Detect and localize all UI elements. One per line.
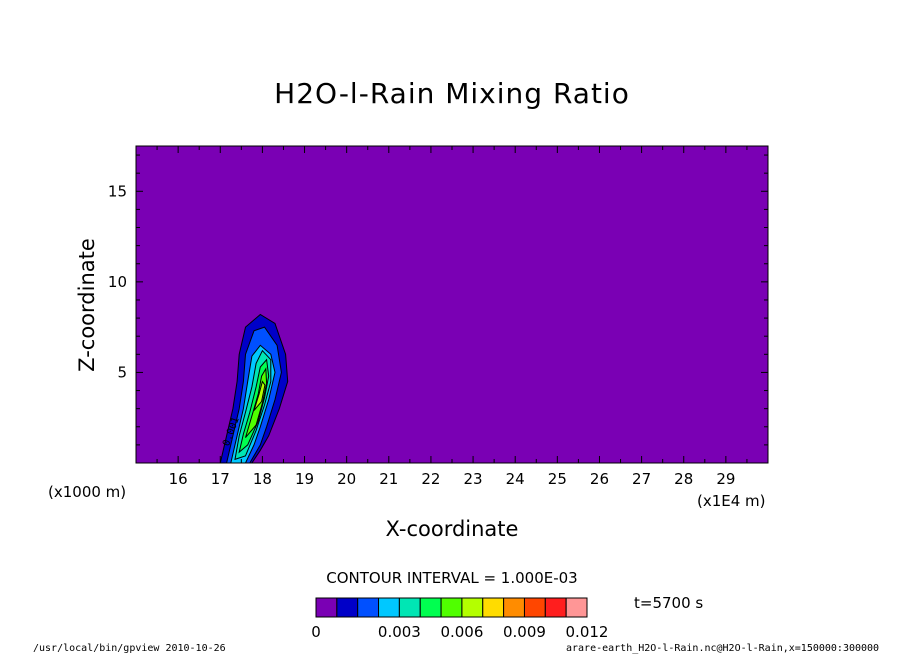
colorbar-swatch	[544, 597, 567, 618]
x-tick-label: 26	[590, 470, 609, 488]
colorbar-swatch	[503, 597, 525, 618]
x-tick-label: 21	[379, 470, 398, 488]
y-tick-label: 5	[117, 363, 127, 381]
colorbar-swatch	[378, 597, 400, 618]
x-tick-label: 24	[506, 470, 525, 488]
x-axis-label: X-coordinate	[386, 517, 519, 541]
x-tick-label: 27	[632, 470, 651, 488]
x-tick-label: 29	[716, 470, 735, 488]
colorbar-swatch	[315, 597, 338, 618]
colorbar-swatch	[482, 597, 505, 618]
colorbar-label: 0.012	[566, 623, 609, 641]
x-tick-label: 22	[421, 470, 440, 488]
contour-line-6	[245, 367, 268, 438]
y-tick-label: 15	[108, 182, 127, 200]
x-tick-label: 16	[169, 470, 188, 488]
x-axis-ticks: 16 17 18 19 20 21 22 23 24 25 26 27 28 29	[135, 146, 769, 488]
x-tick-label: 28	[674, 470, 693, 488]
contour-interval: CONTOUR INTERVAL = 1.000E-03	[326, 569, 577, 587]
x-tick-label: 17	[211, 470, 230, 488]
colorbar-swatch	[419, 597, 442, 618]
colorbar-label: 0.009	[503, 623, 546, 641]
colorbar-swatch	[523, 597, 546, 618]
footer-program: /usr/local/bin/gpview 2010-10-26	[33, 643, 226, 654]
colorbar-swatch	[336, 597, 359, 618]
colorbar-swatch	[398, 597, 421, 618]
contour-line-5	[238, 358, 270, 454]
colorbar-swatch	[565, 597, 588, 618]
chart-title: H2O-l-Rain Mixing Ratio	[274, 77, 630, 110]
x-tick-label: 23	[464, 470, 483, 488]
x-unit-left: (x1000 m)	[48, 483, 126, 501]
colorbar-label: 0.006	[440, 623, 483, 641]
colorbar	[315, 597, 588, 618]
y-axis-ticks: 5 10 15	[108, 154, 768, 464]
colorbar-swatch	[357, 597, 380, 618]
contour-line-2	[226, 326, 282, 463]
contour-lines	[219, 313, 289, 463]
colorbar-swatch	[440, 597, 463, 618]
contour-line-3	[230, 344, 276, 463]
contour-line-7	[253, 380, 266, 411]
colorbar-label: 0.003	[378, 623, 421, 641]
contour-line-4	[234, 349, 272, 461]
x-tick-label: 19	[295, 470, 314, 488]
contour-line-1	[219, 313, 289, 463]
time-label: t=5700 s	[634, 594, 703, 612]
colorbar-label: 0	[311, 623, 321, 641]
y-axis-label: Z-coordinate	[75, 238, 99, 372]
x-tick-label: 20	[337, 470, 356, 488]
colorbar-labels: 0 0.003 0.006 0.009 0.012	[311, 623, 608, 641]
x-tick-label: 25	[548, 470, 567, 488]
y-tick-label: 10	[108, 273, 127, 291]
colorbar-swatch	[461, 597, 484, 618]
x-unit-right: (x1E4 m)	[697, 492, 766, 510]
footer-source: arare-earth_H2O-l-Rain.nc@H2O-l-Rain,x=1…	[566, 643, 879, 654]
x-tick-label: 18	[253, 470, 272, 488]
